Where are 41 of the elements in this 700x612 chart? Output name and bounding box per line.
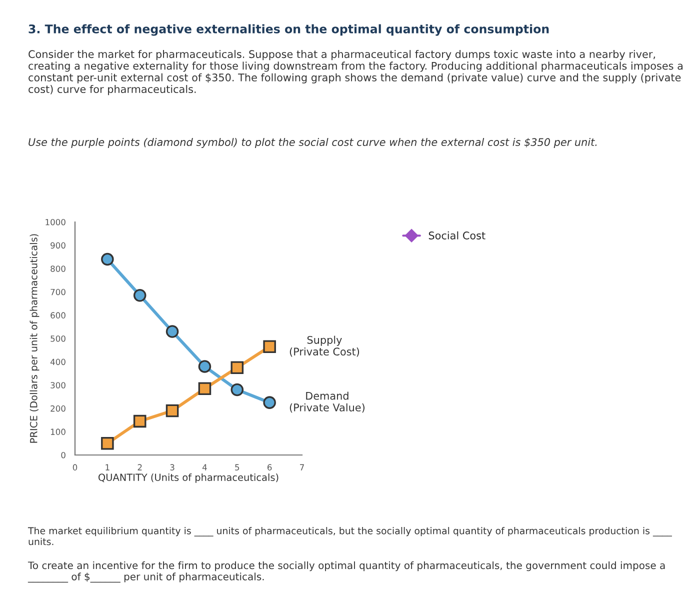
y-tick-label: 300	[50, 382, 66, 388]
point	[166, 325, 179, 338]
point	[198, 382, 212, 395]
x-tick-label: 3	[170, 464, 174, 470]
y-tick-label: 600	[50, 312, 66, 318]
point	[133, 289, 146, 302]
x-tick-label: 7	[300, 464, 304, 470]
x-tick-label: 0	[72, 464, 78, 470]
text: The market equilibrium quantity is ____ units of pharmaceuticals, but the socially optimal quantity of pharmaceuticals production is ____ units.	[28, 527, 672, 546]
series-label: Supply (Private Cost)	[290, 336, 360, 357]
point	[166, 404, 179, 418]
x-tick-label: 5	[235, 464, 240, 470]
y-tick-label: 1000	[46, 218, 66, 226]
y-tick-label: 200	[50, 405, 66, 412]
chart-title: 3. The effect of negative externalities on the optimal quantity of consumption	[28, 24, 549, 36]
point	[101, 436, 114, 450]
x-tick-label: 4	[202, 464, 207, 470]
point	[263, 396, 276, 409]
y-tick-label: 700	[50, 288, 66, 296]
point	[230, 383, 244, 396]
point	[133, 414, 146, 428]
point	[230, 361, 244, 374]
y-tick-label: 500	[50, 335, 66, 342]
y-tick-label: 100	[50, 428, 66, 435]
text: To create an incentive for the firm to produce the socially optimal quantity of pharmaceuticals, the government could impose a ________ of $______ per unit of pharmaceuticals.	[28, 561, 665, 583]
x-tick-label: 1	[106, 464, 110, 470]
text: Use the purple points (diamond symbol) to plot the social cost curve when the external cost is $350 per unit.	[28, 138, 597, 148]
y-tick-label: 800	[50, 266, 66, 272]
x-tick-label: 6	[268, 464, 272, 470]
y-tick-label: 0	[61, 452, 66, 458]
y-axis-title: PRICE (Dollars per unit of pharmaceuticals)	[30, 234, 40, 443]
x-tick-label: 2	[138, 464, 142, 470]
y-tick-label: 400	[50, 358, 66, 366]
point	[263, 340, 276, 354]
series-label: Demand (Private Value)	[290, 392, 364, 413]
point	[101, 252, 114, 266]
legend-label: Social Cost	[428, 231, 486, 240]
point	[198, 360, 212, 373]
x-axis-title: QUANTITY (Units of pharmaceuticals)	[98, 473, 278, 483]
y-tick-label: 900	[50, 242, 66, 249]
text: Consider the market for pharmaceuticals. Suppose that a pharmaceutical factory dumps toxic waste into a nearby river, creating a negative externality for those living downstream from the factory. Producing additional pharmaceuticals imposes a constant per-unit external cost of $350. The following graph shows the demand (private value) curve and the supply (private cost) curve for pharmaceuticals.	[28, 50, 683, 96]
